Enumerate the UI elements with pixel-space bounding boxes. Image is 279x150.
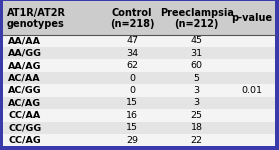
Text: 15: 15 bbox=[126, 98, 138, 107]
Text: 0.01: 0.01 bbox=[241, 86, 262, 95]
FancyBboxPatch shape bbox=[3, 47, 275, 59]
FancyBboxPatch shape bbox=[3, 1, 275, 34]
Text: 47: 47 bbox=[126, 36, 138, 45]
Text: Control
(n=218): Control (n=218) bbox=[110, 8, 154, 29]
Text: AA/AA: AA/AA bbox=[8, 36, 41, 45]
Text: CC/GG: CC/GG bbox=[8, 123, 42, 132]
Text: 0: 0 bbox=[129, 74, 135, 82]
Text: CC/AG: CC/AG bbox=[8, 136, 41, 145]
FancyBboxPatch shape bbox=[3, 97, 275, 109]
FancyBboxPatch shape bbox=[3, 72, 275, 84]
Text: 45: 45 bbox=[191, 36, 203, 45]
FancyBboxPatch shape bbox=[3, 34, 275, 47]
FancyBboxPatch shape bbox=[3, 3, 275, 147]
Text: 18: 18 bbox=[191, 123, 203, 132]
Text: 31: 31 bbox=[191, 49, 203, 58]
Text: AC/GG: AC/GG bbox=[8, 86, 42, 95]
Text: 62: 62 bbox=[126, 61, 138, 70]
FancyBboxPatch shape bbox=[3, 134, 275, 146]
Text: 22: 22 bbox=[191, 136, 203, 145]
Text: AT1R/AT2R
genotypes: AT1R/AT2R genotypes bbox=[7, 8, 66, 29]
Text: 15: 15 bbox=[126, 123, 138, 132]
Text: 16: 16 bbox=[126, 111, 138, 120]
Text: 3: 3 bbox=[194, 86, 200, 95]
FancyBboxPatch shape bbox=[3, 59, 275, 72]
Text: 25: 25 bbox=[191, 111, 203, 120]
FancyBboxPatch shape bbox=[3, 122, 275, 134]
Text: CC/AA: CC/AA bbox=[8, 111, 40, 120]
Text: 5: 5 bbox=[194, 74, 200, 82]
Text: p-value: p-value bbox=[231, 13, 272, 23]
Text: AC/AA: AC/AA bbox=[8, 74, 41, 82]
Text: AC/AG: AC/AG bbox=[8, 98, 41, 107]
Text: 0: 0 bbox=[129, 86, 135, 95]
Text: 34: 34 bbox=[126, 49, 138, 58]
Text: 3: 3 bbox=[194, 98, 200, 107]
Text: AA/GG: AA/GG bbox=[8, 49, 42, 58]
Text: 60: 60 bbox=[191, 61, 203, 70]
FancyBboxPatch shape bbox=[3, 109, 275, 122]
FancyBboxPatch shape bbox=[3, 84, 275, 97]
Text: 29: 29 bbox=[126, 136, 138, 145]
Text: AA/AG: AA/AG bbox=[8, 61, 42, 70]
Text: Preeclampsia
(n=212): Preeclampsia (n=212) bbox=[160, 8, 234, 29]
